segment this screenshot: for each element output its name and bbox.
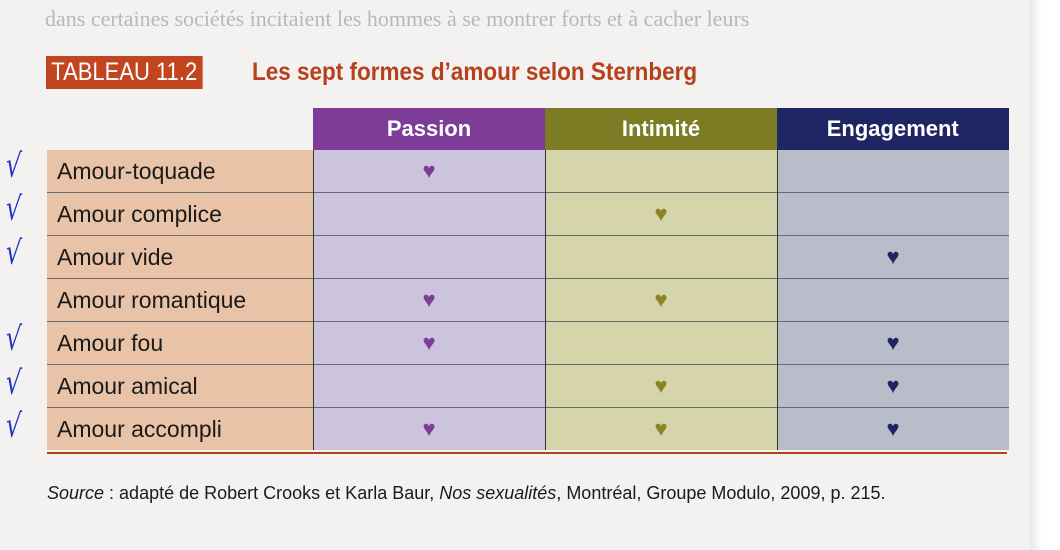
row-label: Amour fou	[47, 321, 313, 365]
handwritten-checkmark-icon: √	[4, 144, 23, 187]
table-row: Amour complice ♥	[47, 192, 1009, 236]
source-book: Nos sexualités	[439, 483, 557, 503]
table-row: Amour romantique ♥ ♥	[47, 278, 1009, 322]
love-forms-table: Passion Intimité Engagement Amour-toquad…	[47, 108, 1009, 450]
heart-icon: ♥	[422, 416, 436, 441]
row-label: Amour-toquade	[47, 150, 313, 193]
cell-intimite: ♥	[544, 278, 777, 322]
cell-passion: ♥	[312, 321, 545, 365]
cell-passion: ♥	[312, 407, 545, 450]
source-text: : adapté de Robert Crooks et Karla Baur,	[104, 483, 440, 503]
row-label: Amour complice	[47, 192, 313, 236]
cell-intimite	[544, 150, 777, 193]
cell-intimite	[544, 321, 777, 365]
handwritten-checkmark-icon: √	[4, 317, 23, 360]
table-row: Amour accompli ♥ ♥ ♥	[47, 407, 1009, 450]
cell-passion: ♥	[312, 278, 545, 322]
page-edge	[1030, 0, 1060, 550]
heart-icon: ♥	[654, 373, 668, 398]
cell-intimite: ♥	[544, 407, 777, 450]
table-row: Amour vide ♥	[47, 235, 1009, 279]
table-row: Amour amical ♥ ♥	[47, 364, 1009, 408]
cell-passion: ♥	[312, 150, 545, 193]
header-engagement: Engagement	[777, 108, 1009, 150]
handwritten-checkmark-icon: √	[4, 404, 23, 447]
row-label: Amour accompli	[47, 407, 313, 450]
table-bottom-rule	[47, 452, 1007, 454]
heart-icon: ♥	[422, 158, 436, 183]
source-note: Source : adapté de Robert Crooks et Karl…	[47, 483, 886, 504]
cell-passion	[312, 364, 545, 408]
heart-icon: ♥	[654, 201, 668, 226]
heart-icon: ♥	[886, 330, 900, 355]
header-blank	[47, 108, 313, 150]
header-intimite: Intimité	[545, 108, 777, 150]
cell-engagement: ♥	[776, 321, 1009, 365]
handwritten-checkmark-icon: √	[4, 188, 23, 231]
bleed-through-text: dans certaines sociétés incitaient les h…	[45, 6, 750, 31]
heart-icon: ♥	[886, 244, 900, 269]
heart-icon: ♥	[886, 416, 900, 441]
cell-intimite: ♥	[544, 192, 777, 236]
cell-intimite: ♥	[544, 364, 777, 408]
heart-icon: ♥	[654, 416, 668, 441]
header-row: Passion Intimité Engagement	[47, 108, 1009, 150]
row-label: Amour romantique	[47, 278, 313, 322]
cell-engagement: ♥	[776, 364, 1009, 408]
heart-icon: ♥	[886, 373, 900, 398]
table-title: Les sept formes d’amour selon Sternberg	[252, 58, 698, 86]
cell-engagement: ♥	[776, 407, 1009, 450]
handwritten-checkmark-icon: √	[4, 231, 23, 274]
row-label: Amour vide	[47, 235, 313, 279]
header-passion: Passion	[313, 108, 545, 150]
source-text-end: , Montréal, Groupe Modulo, 2009, p. 215.	[556, 483, 886, 503]
source-label: Source	[47, 483, 105, 503]
heart-icon: ♥	[422, 287, 436, 312]
table-label: TABLEAU 11.2	[46, 56, 203, 89]
heart-icon: ♥	[422, 330, 436, 355]
cell-intimite	[544, 235, 777, 279]
heart-icon: ♥	[654, 287, 668, 312]
table-row: Amour-toquade ♥	[47, 150, 1009, 193]
cell-engagement	[776, 192, 1009, 236]
cell-engagement	[776, 278, 1009, 322]
cell-engagement	[776, 150, 1009, 193]
cell-passion	[312, 192, 545, 236]
handwritten-checkmark-icon: √	[4, 361, 23, 404]
cell-engagement: ♥	[776, 235, 1009, 279]
table-row: Amour fou ♥ ♥	[47, 321, 1009, 365]
cell-passion	[312, 235, 545, 279]
row-label: Amour amical	[47, 364, 313, 408]
